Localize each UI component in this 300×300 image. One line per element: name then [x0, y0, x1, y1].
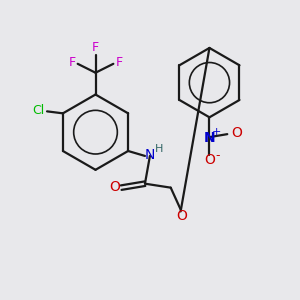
- Text: O: O: [109, 180, 120, 194]
- Text: N: N: [204, 131, 215, 145]
- Text: N: N: [145, 148, 155, 162]
- Text: F: F: [92, 41, 99, 54]
- Text: F: F: [115, 56, 122, 69]
- Text: Cl: Cl: [32, 104, 44, 117]
- Text: O: O: [231, 126, 242, 140]
- Text: H: H: [154, 144, 163, 154]
- Text: O: O: [204, 153, 215, 167]
- Text: +: +: [212, 127, 221, 137]
- Text: F: F: [69, 56, 76, 69]
- Text: -: -: [215, 149, 220, 162]
- Text: O: O: [176, 209, 187, 224]
